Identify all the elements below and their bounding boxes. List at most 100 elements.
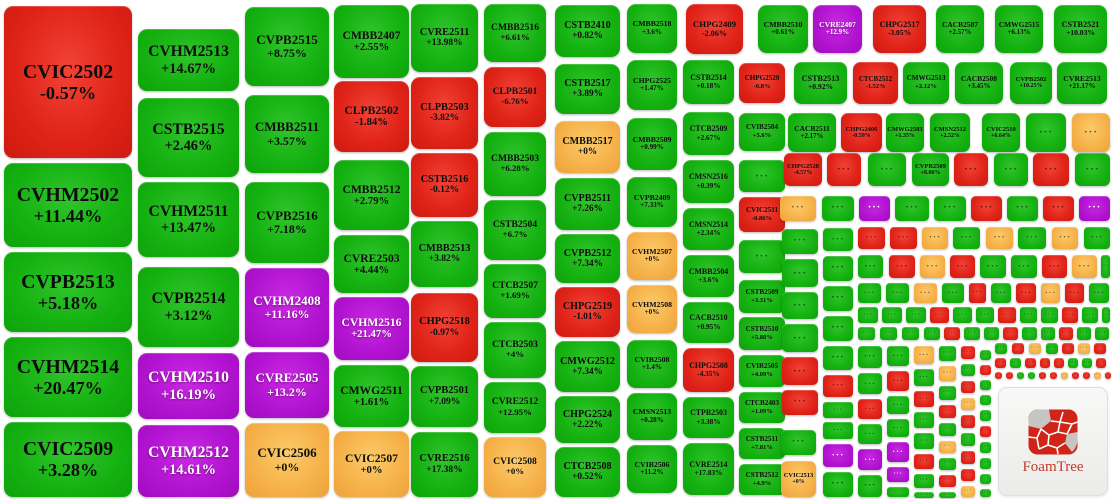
treemap-cell-CVIC2509[interactable]: CVIC2509 +3.28%: [4, 422, 132, 497]
treemap-cell-small[interactable]: ···: [1007, 196, 1038, 221]
treemap-cell-small[interactable]: ···: [954, 153, 988, 186]
treemap-cell-CSTB2515[interactable]: CSTB2515 +2.46%: [138, 98, 239, 177]
treemap-cell-CSTB2513[interactable]: CSTB2513 +0.92%: [794, 62, 847, 104]
treemap-cell-small[interactable]: ···: [980, 458, 991, 469]
treemap-cell-CACB2507[interactable]: CACB2507 +2.57%: [936, 5, 984, 53]
treemap-cell-small[interactable]: ···: [961, 381, 975, 393]
treemap-cell-small[interactable]: ···: [980, 426, 991, 437]
treemap-cell-small[interactable]: ···: [1089, 283, 1109, 303]
treemap-cell-CMBB2503[interactable]: CMBB2503 +6.28%: [484, 132, 546, 196]
treemap-cell-CMBB2509[interactable]: CMBB2509 +0.99%: [627, 118, 677, 170]
treemap-cell-small[interactable]: ···: [887, 371, 909, 391]
treemap-cell-CVHM2511[interactable]: CVHM2511 +13.47%: [138, 182, 239, 257]
treemap-cell-CHPG2406[interactable]: CHPG2406 -0.59%: [841, 113, 882, 152]
treemap-cell-small[interactable]: ···: [858, 449, 882, 470]
treemap-cell-small[interactable]: ···: [823, 256, 853, 281]
treemap-cell-CVIC2513[interactable]: CVIC2513 +0%: [781, 461, 816, 497]
treemap-cell-small[interactable]: ···: [961, 415, 975, 428]
treemap-cell-small[interactable]: ···: [953, 307, 972, 323]
treemap-cell-small[interactable]: ···: [922, 227, 948, 249]
treemap-cell-CMWG2511[interactable]: CMWG2511 +1.61%: [334, 365, 409, 427]
treemap-cell-small[interactable]: ···: [1011, 255, 1037, 278]
treemap-cell-small[interactable]: ···: [976, 307, 994, 323]
treemap-cell-CTCB2507[interactable]: CTCB2507 +1.69%: [484, 264, 546, 318]
treemap-cell-CVHM2516[interactable]: CVHM2516 +21.47%: [334, 297, 409, 360]
treemap-cell-small[interactable]: ···: [823, 316, 853, 341]
treemap-cell-small[interactable]: ···: [782, 259, 818, 287]
treemap-cell-small[interactable]: ···: [939, 458, 956, 470]
treemap-cell-small[interactable]: ···: [961, 433, 975, 446]
treemap-cell-CVPB2511[interactable]: CVPB2511 +7.26%: [555, 178, 620, 230]
treemap-cell-small[interactable]: ···: [1078, 343, 1090, 354]
treemap-cell-CSTB2521[interactable]: CSTB2521 +10.03%: [1054, 5, 1107, 53]
treemap-cell-small[interactable]: ···: [882, 307, 902, 323]
treemap-cell-CVHM2514[interactable]: CVHM2514 +20.47%: [4, 337, 132, 417]
treemap-cell-CMBB2516[interactable]: CMBB2516 +6.61%: [484, 4, 546, 62]
treemap-cell-small[interactable]: ···: [1082, 358, 1092, 368]
treemap-cell-CLPB2503[interactable]: CLPB2503 -3.82%: [411, 77, 478, 149]
treemap-cell-small[interactable]: ···: [924, 327, 940, 340]
treemap-cell-small[interactable]: ···: [782, 390, 818, 415]
treemap-cell-small[interactable]: ···: [914, 391, 934, 407]
treemap-cell-small[interactable]: ···: [858, 255, 883, 278]
foamtree-attribution[interactable]: FoamTree: [998, 387, 1108, 496]
treemap-cell-CSTB2517[interactable]: CSTB2517 +3.89%: [555, 64, 620, 114]
treemap-cell-small[interactable]: ···: [1096, 358, 1106, 368]
treemap-cell-small[interactable]: ···: [1012, 343, 1024, 354]
treemap-cell-small[interactable]: ···: [858, 346, 882, 368]
treemap-cell-CHPG2524[interactable]: CHPG2524 +2.22%: [555, 396, 620, 443]
treemap-cell-small[interactable]: ···: [1029, 343, 1041, 354]
treemap-cell-CVPB2502[interactable]: CVPB2502 +10.25%: [1010, 62, 1052, 104]
treemap-cell-small[interactable]: ···: [1094, 372, 1101, 379]
treemap-cell-small[interactable]: ···: [823, 228, 853, 251]
treemap-cell-small[interactable]: ···: [1016, 283, 1036, 303]
treemap-cell-small[interactable]: ···: [991, 283, 1011, 303]
treemap-cell-small[interactable]: ···: [827, 153, 861, 186]
treemap-cell-CHPG2519[interactable]: CHPG2519 -1.01%: [555, 287, 620, 337]
treemap-cell-small[interactable]: ···: [1026, 113, 1066, 152]
treemap-cell-small[interactable]: ···: [961, 364, 975, 376]
treemap-cell-CVHM2512[interactable]: CVHM2512 +14.61%: [138, 425, 239, 497]
treemap-cell-small[interactable]: ···: [939, 441, 956, 453]
treemap-cell-CMWG2503[interactable]: CMWG2503 +1.35%: [886, 113, 924, 152]
treemap-cell-CVRE2505[interactable]: CVRE2505 +13.2%: [245, 352, 329, 418]
treemap-cell-CLPB2502[interactable]: CLPB2502 -1.84%: [334, 81, 409, 152]
treemap-cell-small[interactable]: ···: [906, 307, 926, 323]
treemap-cell-CMBB2511[interactable]: CMBB2511 +3.57%: [245, 95, 329, 173]
treemap-cell-small[interactable]: ···: [858, 307, 878, 323]
treemap-cell-small[interactable]: ···: [930, 307, 949, 323]
treemap-cell-small[interactable]: ···: [964, 327, 980, 340]
treemap-cell-small[interactable]: ···: [1018, 227, 1046, 249]
treemap-cell-small[interactable]: ···: [886, 283, 909, 303]
treemap-cell-CTCB2508[interactable]: CTCB2508 +0.52%: [555, 447, 620, 497]
treemap-cell-CTCB2512[interactable]: CTCB2512 -1.52%: [853, 62, 898, 104]
treemap-cell-small[interactable]: ···: [980, 410, 991, 421]
treemap-cell-small[interactable]: ···: [944, 327, 960, 340]
treemap-cell-small[interactable]: ···: [781, 430, 816, 455]
treemap-cell-CHPG2525[interactable]: CHPG2525 +1.47%: [627, 60, 677, 110]
treemap-cell-CHPG2520[interactable]: CHPG2520 -0.8%: [739, 63, 785, 103]
treemap-cell-small[interactable]: ···: [1017, 372, 1024, 379]
treemap-cell-CMWG2512[interactable]: CMWG2512 +7.34%: [555, 341, 620, 392]
treemap-cell-CSTB2514[interactable]: CSTB2514 +0.18%: [683, 60, 734, 104]
treemap-cell-small[interactable]: ···: [1041, 327, 1055, 340]
treemap-cell-CVHM2510[interactable]: CVHM2510 +16.19%: [138, 353, 239, 419]
treemap-cell-CVIC2506[interactable]: CVIC2506 +0%: [245, 423, 329, 497]
treemap-cell-small[interactable]: ···: [782, 324, 818, 352]
treemap-cell-CVIC2507[interactable]: CVIC2507 +0%: [334, 431, 409, 497]
treemap-cell-small[interactable]: ···: [889, 255, 915, 278]
treemap-cell-small[interactable]: ···: [739, 240, 785, 273]
treemap-cell-small[interactable]: ···: [1079, 196, 1110, 221]
treemap-cell-small[interactable]: ···: [780, 196, 816, 221]
treemap-cell-small[interactable]: ···: [980, 380, 991, 390]
treemap-cell-small[interactable]: ···: [953, 227, 980, 249]
treemap-cell-small[interactable]: ···: [1083, 372, 1090, 379]
treemap-cell-small[interactable]: ···: [914, 346, 934, 364]
treemap-cell-small[interactable]: ···: [880, 327, 897, 340]
treemap-cell-small[interactable]: ···: [1041, 283, 1060, 303]
treemap-cell-small[interactable]: ···: [942, 283, 964, 303]
treemap-cell-CVPB2514[interactable]: CVPB2514 +3.12%: [138, 267, 239, 347]
treemap-cell-small[interactable]: ···: [1040, 358, 1050, 368]
treemap-cell-CVPB2516[interactable]: CVPB2516 +7.18%: [245, 182, 329, 263]
treemap-cell-CSTB2512[interactable]: CSTB2512 +4.9%: [739, 464, 785, 495]
